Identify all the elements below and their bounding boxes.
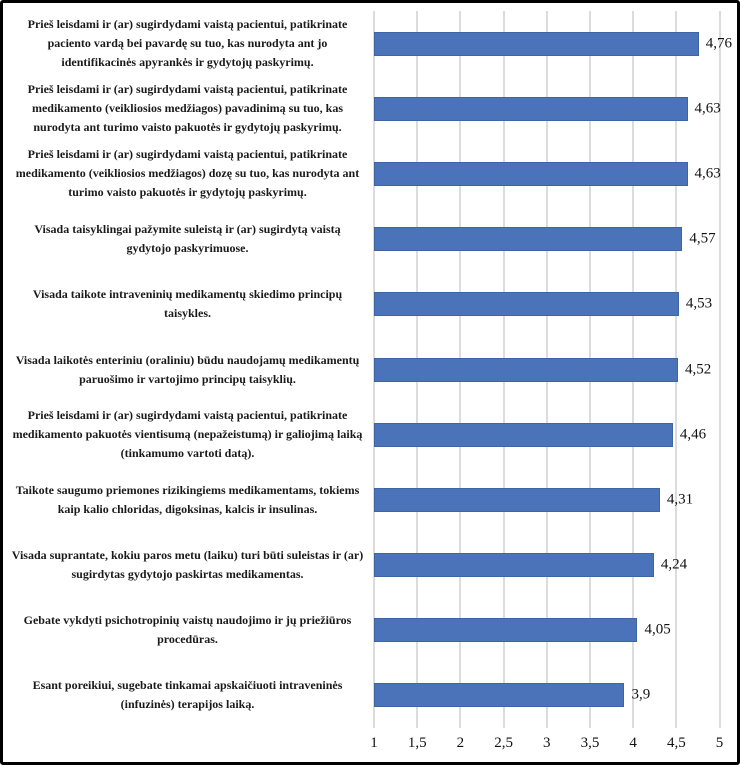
- bar-zone: 4,05: [374, 598, 720, 663]
- category-label: Gebate vykdyti psichotropinių vaistų nau…: [23, 613, 352, 647]
- chart-row: Taikote saugumo priemones rizikingiems m…: [3, 467, 737, 532]
- category-label: Prieš leisdami ir (ar) sugirdydami vaist…: [15, 147, 360, 200]
- bar-zone: 4,57: [374, 207, 720, 272]
- x-tick-label: 1,5: [407, 735, 427, 751]
- chart-row: Prieš leisdami ir (ar) sugirdydami vaist…: [3, 402, 737, 467]
- chart-row: Visada taisyklingai pažymite suleistą ir…: [3, 207, 737, 272]
- bar-zone: 4,52: [374, 337, 720, 402]
- bar: [374, 357, 679, 382]
- category-label: Prieš leisdami ir (ar) sugirdydami vaist…: [27, 17, 348, 70]
- chart-row: Visada taikote intraveninių medikamentų …: [3, 272, 737, 337]
- category-label: Visada suprantate, kokiu paros metu (lai…: [11, 548, 364, 582]
- category-label: Prieš leisdami ir (ar) sugirdydami vaist…: [27, 82, 348, 135]
- category-label: Visada taikote intraveninių medikamentų …: [32, 287, 343, 321]
- bar-zone: 4,46: [374, 402, 720, 467]
- chart-row: Esant poreikiui, sugebate tinkamai apska…: [3, 663, 737, 728]
- bar: [374, 96, 688, 121]
- value-label: 4,46: [679, 426, 707, 443]
- x-axis: 1 1,5 2 2,5 3 3,5 4 4,5 5: [370, 735, 723, 757]
- bar: [374, 31, 699, 56]
- chart-row: Visada suprantate, kokiu paros metu (lai…: [3, 533, 737, 598]
- bar-zone: 4,53: [374, 272, 720, 337]
- bar: [374, 422, 673, 447]
- x-tick-label: 3: [543, 735, 551, 751]
- bar-zone: 3,9: [374, 663, 720, 728]
- value-label: 4,52: [685, 361, 712, 378]
- bar-zone: 4,76: [374, 11, 732, 76]
- gridline: [718, 11, 721, 728]
- value-label: 3,9: [631, 686, 651, 703]
- category-label: Prieš leisdami ir (ar) sugirdydami vaist…: [12, 408, 363, 461]
- category-label: Visada taisyklingai pažymite suleistą ir…: [34, 222, 341, 256]
- bar-zone: 4,31: [374, 467, 720, 532]
- bar-zone: 4,63: [374, 76, 721, 141]
- bar: [374, 553, 654, 578]
- chart-row: Prieš leisdami ir (ar) sugirdydami vaist…: [3, 141, 737, 206]
- x-tick-label: 2: [456, 735, 465, 751]
- rows: Prieš leisdami ir (ar) sugirdydami vaist…: [3, 11, 737, 728]
- bar: [374, 487, 660, 512]
- bar: [374, 683, 625, 708]
- category-label: Visada laikotės enteriniu (oraliniu) būd…: [15, 352, 360, 386]
- x-tick-label: 1: [370, 735, 378, 751]
- value-label: 4,05: [644, 621, 671, 638]
- bar-zone: 4,24: [374, 533, 720, 598]
- category-label: Taikote saugumo priemones rizikingiems m…: [15, 482, 360, 516]
- chart-row: Visada laikotės enteriniu (oraliniu) būd…: [3, 337, 737, 402]
- value-label: 4,31: [666, 491, 694, 508]
- bar-zone: 4,63: [374, 141, 721, 206]
- value-label: 4,57: [689, 230, 716, 247]
- bar: [374, 227, 683, 252]
- chart-row: Gebate vykdyti psichotropinių vaistų nau…: [3, 598, 737, 663]
- bar: [374, 292, 679, 317]
- bar: [374, 161, 688, 186]
- chart-row: Prieš leisdami ir (ar) sugirdydami vaist…: [3, 11, 737, 76]
- value-label: 4,63: [694, 165, 721, 182]
- x-tick-label: 4: [629, 735, 637, 751]
- x-tick-label: 5: [715, 735, 724, 751]
- value-label: 4,63: [694, 100, 721, 117]
- chart-row: Prieš leisdami ir (ar) sugirdydami vaist…: [3, 76, 737, 141]
- value-label: 4,76: [705, 35, 733, 52]
- value-label: 4,24: [660, 556, 688, 573]
- bar: [374, 618, 638, 643]
- category-label: Esant poreikiui, sugebate tinkamai apska…: [32, 678, 343, 712]
- x-tick-label: 3,5: [580, 735, 600, 751]
- x-tick-label: 4,5: [666, 735, 686, 751]
- value-label: 4,53: [685, 295, 713, 312]
- x-tick-label: 2,5: [494, 735, 513, 751]
